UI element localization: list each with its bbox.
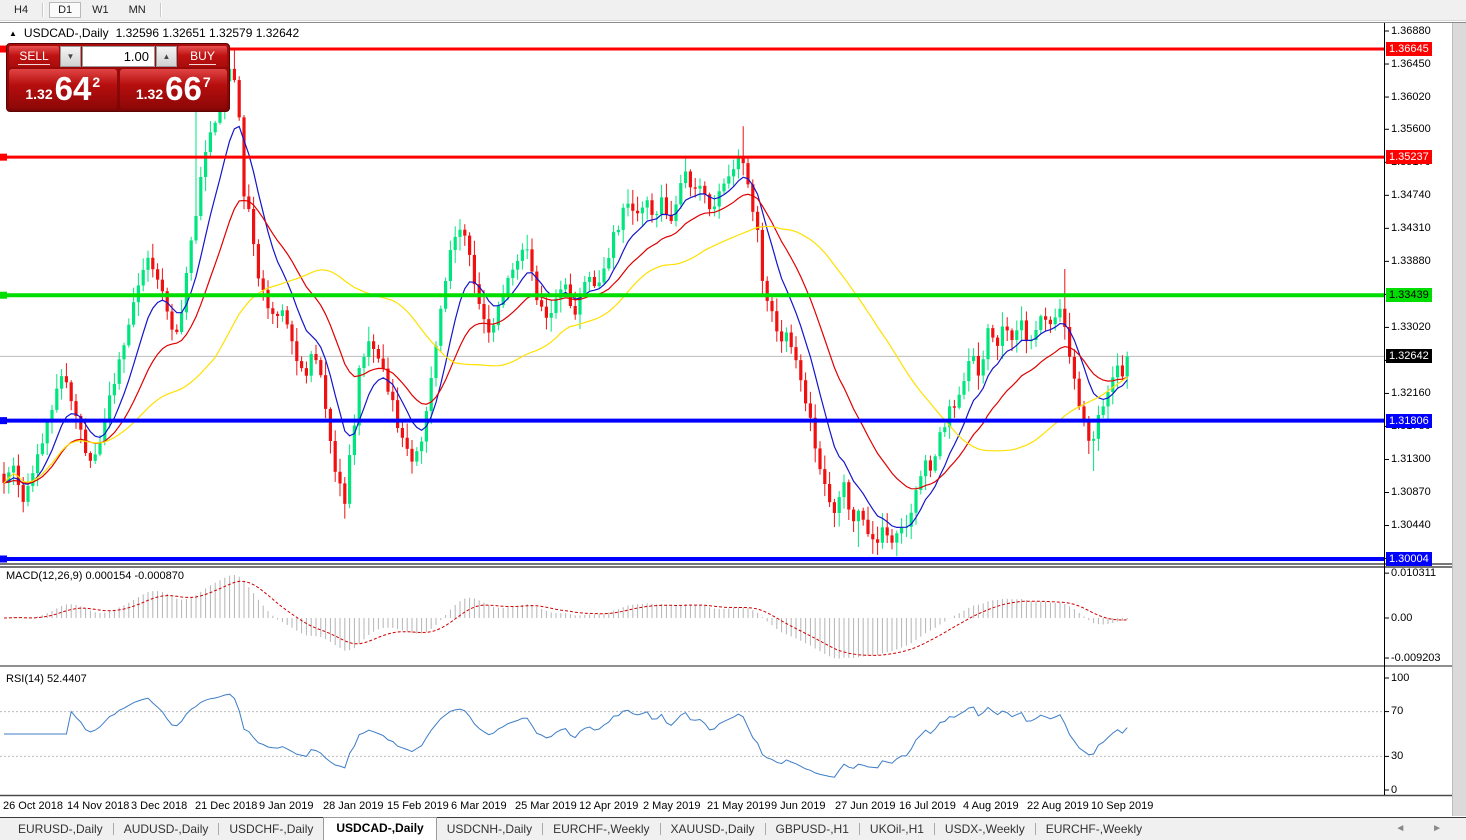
collapse-panel-icon[interactable]: ▲ [9,28,17,38]
price-tick-label: 1.33880 [1391,254,1431,267]
price-tick-label: 1.36880 [1391,24,1431,37]
price-tick-label: 1.31300 [1391,452,1431,465]
chart-tab-gbpusd-h1[interactable]: GBPUSD-,H1 [775,822,849,836]
ohlc-values: 1.32596 1.32651 1.32579 1.32642 [115,26,300,40]
date-label: 16 Jul 2019 [899,800,956,812]
chart-tab-bar: EURUSD-,Daily AUDUSD-,Daily USDCHF-,Daily U… [0,817,1466,840]
price-tick-label: 1.34740 [1391,188,1431,201]
rsi-tick-label: 30 [1391,749,1404,762]
buy-price-box[interactable]: 1.32 66 7 [119,69,227,109]
volume-decrease-icon[interactable]: ▼ [60,46,81,67]
sell-price-big: 64 [54,70,92,107]
price-tick-label: 1.36450 [1391,57,1431,70]
rsi-tick-label: 0 [1391,783,1398,796]
price-tick-label: 1.36020 [1391,90,1431,103]
price-tick-label: 1.34310 [1391,221,1431,234]
tab-separator [218,823,220,835]
date-label: 3 Dec 2018 [131,800,188,812]
date-label: 15 Feb 2019 [387,800,449,812]
timeframe-toolbar: H4 D1 W1 MN [0,0,1466,21]
price-level-badge: 1.31806 [1386,413,1432,428]
chart-tab-usdchf-daily[interactable]: USDCHF-,Daily [229,822,314,836]
sell-price-box[interactable]: 1.32 64 2 [9,69,117,109]
window-border [0,22,1466,23]
chart-tab-usdx-weekly[interactable]: USDX-,Weekly [944,822,1025,836]
chart-tab-xauusd-daily[interactable]: XAUUSD-,Daily [670,822,755,836]
rsi-tick-label: 100 [1391,671,1410,684]
tab-separator [764,823,766,835]
date-label: 4 Aug 2019 [963,800,1019,812]
chart-tab-audusd-daily[interactable]: AUDUSD-,Daily [123,822,209,836]
buy-price-big: 66 [165,70,202,107]
toolbar-separator [159,3,162,17]
sell-price-base: 1.32 [25,86,53,102]
date-label: 9 Jan 2019 [259,800,314,812]
volume-input[interactable] [82,46,155,67]
chart-tab-ukoil-h1[interactable]: UKOil-,H1 [869,822,924,836]
tab-separator [858,823,860,835]
price-tick-label: 1.32160 [1391,386,1431,399]
date-label: 6 Mar 2019 [451,800,507,812]
chart-tab-eurchf-weekly[interactable]: EURCHF-,Weekly [1045,822,1143,836]
price-level-badge: 1.32642 [1386,349,1432,364]
date-label: 10 Sep 2019 [1091,800,1154,812]
date-label: 2 May 2019 [643,800,701,812]
rsi-indicator-label: RSI(14) 52.4407 [6,673,87,685]
price-tick-label: 1.35600 [1391,122,1431,135]
tab-separator [1034,823,1036,835]
chart-tab-usdcad-daily[interactable]: USDCAD-,Daily [323,817,437,840]
price-tick-label: 1.30440 [1391,519,1431,532]
date-label: 28 Jan 2019 [323,800,384,812]
toolbar-separator [42,3,45,17]
tab-separator [112,823,114,835]
tab-separator [933,823,935,835]
date-label: 27 Jun 2019 [835,800,896,812]
timeframe-button-w1[interactable]: W1 [92,4,109,16]
price-level-badge: 1.30004 [1386,552,1432,566]
symbol-period-label: USDCAD-,Daily [23,26,109,40]
macd-tick-label: 0.010311 [1391,566,1437,579]
right-scroll-strip[interactable] [1452,23,1466,816]
price-tick-label: 1.30870 [1391,486,1431,498]
macd-tick-label: -0.009203 [1391,651,1441,664]
buy-button[interactable]: BUY [178,46,227,67]
buy-price-base: 1.32 [135,86,164,102]
timeframe-button-mn[interactable]: MN [128,4,146,16]
chart-tab-eurusd-daily[interactable]: EURUSD-,Daily [18,822,103,836]
date-label: 21 Dec 2018 [195,800,258,812]
macd-indicator-label: MACD(12,26,9) 0.000154 -0.000870 [6,570,184,582]
tab-separator [542,823,544,835]
date-label: 21 May 2019 [707,800,771,812]
date-label: 12 Apr 2019 [579,800,639,812]
tab-separator [659,823,661,835]
buy-price-pip: 7 [202,74,211,90]
price-level-badge: 1.33439 [1386,288,1432,303]
volume-increase-icon[interactable]: ▲ [156,46,177,67]
sell-price-pip: 2 [92,74,101,90]
date-label: 26 Oct 2018 [3,800,63,812]
macd-tick-label: 0.00 [1391,611,1413,624]
chart-tab-usdcnh-daily[interactable]: USDCNH-,Daily [446,822,533,836]
chart-title: ▲ USDCAD-,Daily 1.32596 1.32651 1.32579 … [9,26,299,40]
date-label: 14 Nov 2018 [67,800,130,812]
sell-button[interactable]: SELL [9,46,59,67]
date-label: 25 Mar 2019 [515,800,577,812]
timeframe-button-h4[interactable]: H4 [14,4,29,16]
chart-tab-eurchf-weekly[interactable]: EURCHF-,Weekly [553,822,650,836]
timeframe-button-d1[interactable]: D1 [49,2,82,18]
rsi-tick-label: 70 [1391,705,1404,718]
one-click-trading-panel: SELL ▼ ▲ BUY 1.32 64 2 1.32 66 7 [6,43,230,112]
date-label: 22 Aug 2019 [1027,800,1089,812]
price-tick-label: 1.33020 [1391,320,1431,333]
price-level-badge: 1.35237 [1386,150,1432,165]
price-level-badge: 1.36645 [1386,42,1432,57]
date-label: 9 Jun 2019 [771,800,826,812]
tab-scroll-arrows[interactable]: ◄ ► [1395,823,1454,834]
